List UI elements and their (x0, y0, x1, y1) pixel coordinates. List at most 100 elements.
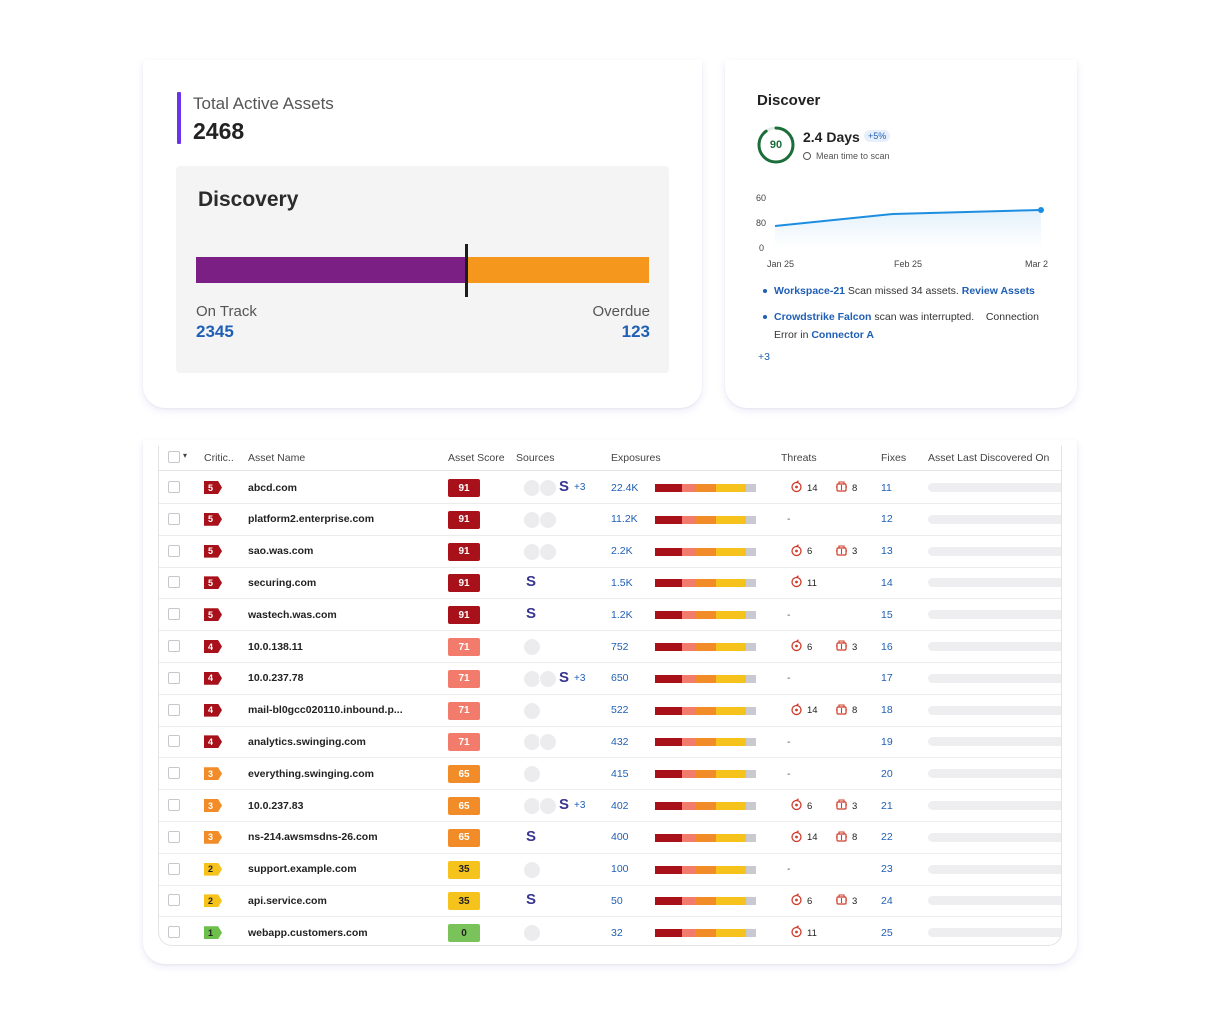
on-track-value[interactable]: 2345 (196, 322, 234, 341)
fixes-count[interactable]: 14 (881, 576, 893, 589)
table-row[interactable]: 4 10.0.138.11 71 752 6 3 16 (159, 631, 1061, 663)
fixes-count[interactable]: 17 (881, 672, 893, 685)
threat-count[interactable]: 3 (835, 544, 857, 560)
fixes-count[interactable]: 12 (881, 513, 893, 526)
asset-name[interactable]: ns-214.awsmsdns-26.com (248, 831, 378, 844)
table-row[interactable]: 5 platform2.enterprise.com 91 11.2K - 12 (159, 504, 1061, 536)
exposures-count[interactable]: 522 (611, 704, 629, 717)
row-checkbox[interactable] (168, 512, 180, 525)
col-asset-name[interactable]: Asset Name (248, 452, 306, 464)
exposures-count[interactable]: 100 (611, 863, 629, 876)
row-checkbox[interactable] (168, 640, 180, 652)
exposures-count[interactable]: 402 (611, 799, 629, 812)
asset-name[interactable]: wastech.was.com (248, 608, 337, 621)
row-checkbox[interactable] (168, 799, 180, 811)
col-asset-score[interactable]: Asset Score (448, 452, 505, 464)
asset-name[interactable]: webapp.customers.com (248, 926, 368, 939)
table-row[interactable]: 5 wastech.was.com 91 S 1.2K - 15 (159, 599, 1061, 632)
col-sources[interactable]: Sources (516, 452, 555, 464)
exposures-count[interactable]: 11.2K (611, 513, 638, 526)
threat-count[interactable]: 3 (835, 893, 857, 909)
threat-count[interactable]: 11 (790, 925, 817, 941)
table-row[interactable]: 2 api.service.com 35 S 50 6 3 24 (159, 885, 1061, 918)
row-checkbox[interactable] (168, 608, 180, 621)
asset-name[interactable]: securing.com (248, 576, 317, 589)
alert-action-link[interactable]: Connector A (811, 329, 874, 341)
col-fixes[interactable]: Fixes (881, 452, 907, 464)
fixes-count[interactable]: 18 (881, 704, 893, 717)
table-row[interactable]: 2 support.example.com 35 100 - 23 (159, 854, 1061, 886)
sources-more[interactable]: +3 (574, 482, 586, 493)
exposures-count[interactable]: 415 (611, 767, 629, 780)
asset-name[interactable]: mail-bl0gcc020110.inbound.p... (248, 704, 403, 717)
exposures-count[interactable]: 752 (611, 640, 629, 653)
exposures-count[interactable]: 32 (611, 926, 623, 939)
fixes-count[interactable]: 21 (881, 799, 893, 812)
exposures-count[interactable]: 650 (611, 672, 629, 685)
asset-name[interactable]: 10.0.138.11 (248, 640, 303, 653)
row-checkbox[interactable] (168, 544, 180, 557)
fixes-count[interactable]: 15 (881, 608, 893, 621)
threat-count[interactable]: 14 (790, 830, 818, 846)
asset-name[interactable]: api.service.com (248, 894, 327, 907)
fixes-count[interactable]: 19 (881, 735, 893, 748)
fixes-count[interactable]: 13 (881, 545, 893, 558)
row-checkbox[interactable] (168, 481, 180, 493)
threat-count[interactable]: 6 (790, 639, 812, 655)
asset-name[interactable]: analytics.swinging.com (248, 735, 366, 748)
col-exposures[interactable]: Exposures (611, 452, 661, 464)
fixes-count[interactable]: 25 (881, 926, 893, 939)
row-checkbox[interactable] (168, 735, 180, 748)
asset-name[interactable]: abcd.com (248, 481, 298, 494)
row-checkbox[interactable] (168, 894, 180, 907)
table-row[interactable]: 5 sao.was.com 91 2.2K 6 3 13 (159, 536, 1061, 568)
table-row[interactable]: 4 10.0.237.78 71 S +3 650 - 17 (159, 663, 1061, 695)
threat-count[interactable]: 6 (790, 798, 812, 814)
fixes-count[interactable]: 20 (881, 767, 893, 780)
col-threats[interactable]: Threats (781, 452, 817, 464)
threat-count[interactable]: 3 (835, 639, 857, 655)
threat-count[interactable]: 14 (790, 480, 818, 496)
col-criticality[interactable]: Critic.. (204, 452, 234, 464)
col-last-discovered[interactable]: Asset Last Discovered On (928, 452, 1050, 464)
asset-name[interactable]: platform2.enterprise.com (248, 513, 375, 526)
overdue-value[interactable]: 123 (621, 322, 650, 341)
table-row[interactable]: 5 abcd.com 91 S +3 22.4K 14 8 11 (159, 472, 1061, 504)
exposures-count[interactable]: 400 (611, 831, 629, 844)
threat-count[interactable]: 3 (835, 798, 857, 814)
threat-count[interactable]: 8 (835, 480, 857, 496)
table-row[interactable]: 4 analytics.swinging.com 71 432 - 19 (159, 726, 1061, 759)
alert-action-link[interactable]: Review Assets (961, 285, 1035, 297)
sources-more[interactable]: +3 (574, 800, 586, 811)
row-checkbox[interactable] (168, 830, 180, 843)
asset-name[interactable]: everything.swinging.com (248, 767, 375, 780)
asset-name[interactable]: sao.was.com (248, 545, 314, 558)
row-checkbox[interactable] (168, 767, 180, 780)
asset-name[interactable]: 10.0.237.78 (248, 672, 304, 685)
threat-count[interactable]: 6 (790, 893, 812, 909)
exposures-count[interactable]: 1.5K (611, 576, 633, 589)
fixes-count[interactable]: 16 (881, 640, 893, 653)
chevron-down-icon[interactable]: ▾ (183, 451, 188, 460)
sources-more[interactable]: +3 (574, 672, 586, 684)
alert-source-link[interactable]: Workspace-21 (774, 285, 846, 297)
fixes-count[interactable]: 11 (881, 481, 892, 494)
exposures-count[interactable]: 2.2K (611, 545, 633, 558)
row-checkbox[interactable] (168, 576, 180, 589)
more-alerts-link[interactable]: +3 (758, 351, 770, 363)
fixes-count[interactable]: 23 (881, 863, 893, 876)
threat-count[interactable]: 11 (790, 575, 817, 591)
fixes-count[interactable]: 22 (881, 831, 893, 844)
asset-name[interactable]: 10.0.237.83 (248, 799, 304, 812)
threat-count[interactable]: 6 (790, 543, 812, 560)
threat-count[interactable]: 14 (790, 702, 818, 719)
table-row[interactable]: 3 10.0.237.83 65 S +3 402 6 3 21 (159, 790, 1061, 822)
exposures-count[interactable]: 1.2K (611, 608, 633, 621)
table-row[interactable]: 4 mail-bl0gcc020110.inbound.p... 71 522 14 8 1… (159, 695, 1061, 727)
alert-source-link[interactable]: Crowdstrike Falcon (774, 311, 872, 323)
row-checkbox[interactable] (168, 926, 180, 939)
exposures-count[interactable]: 50 (611, 894, 623, 907)
asset-name[interactable]: support.example.com (248, 863, 357, 876)
table-row[interactable]: 3 everything.swinging.com 65 415 - 20 (159, 758, 1061, 791)
table-row[interactable]: 5 securing.com 91 S 1.5K 11 14 (159, 567, 1061, 600)
